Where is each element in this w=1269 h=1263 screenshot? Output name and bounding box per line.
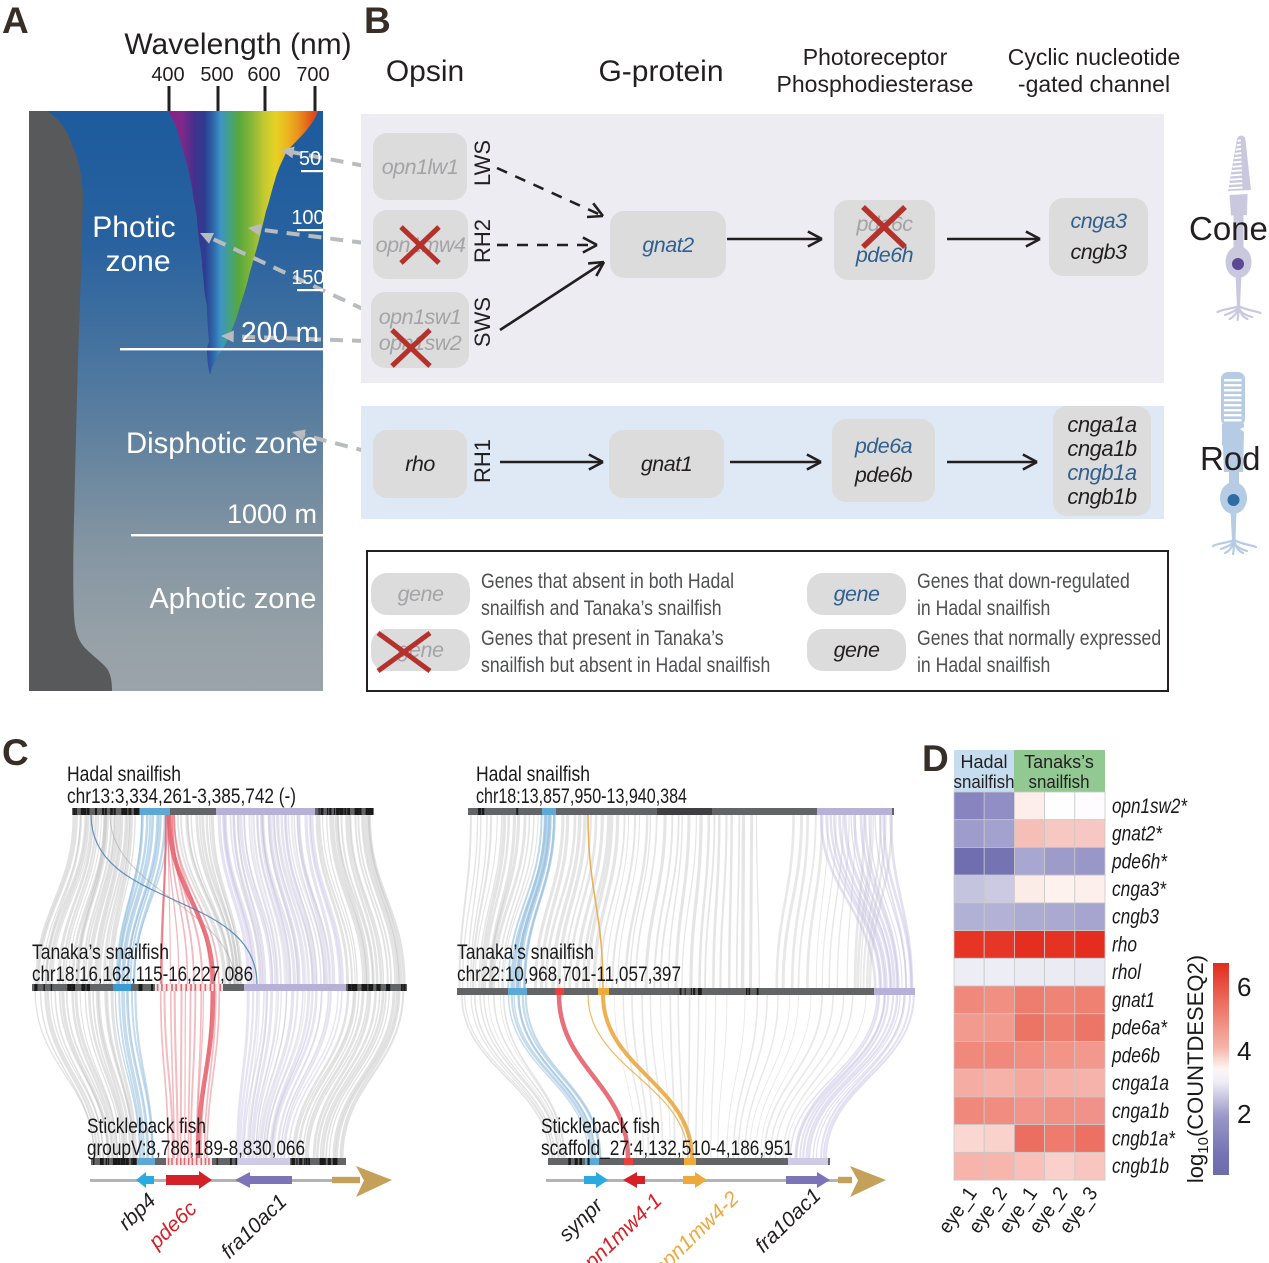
svg-text:cnga1a: cnga1a — [1112, 1072, 1169, 1095]
svg-text:snailfish: snailfish — [1029, 772, 1090, 792]
svg-text:Disphotic zone: Disphotic zone — [126, 427, 318, 460]
svg-text:snailfish: snailfish — [954, 772, 1015, 792]
svg-text:gnat1: gnat1 — [1112, 989, 1155, 1012]
svg-text:fra10ac1: fra10ac1 — [217, 1190, 292, 1263]
svg-text:chr18:13,857,950-13,940,384: chr18:13,857,950-13,940,384 — [476, 785, 687, 808]
svg-text:pde6a*: pde6a* — [1111, 1017, 1168, 1040]
svg-text:Stickleback fish: Stickleback fish — [87, 1115, 206, 1138]
svg-text:zone: zone — [105, 245, 170, 278]
svg-text:gnat2*: gnat2* — [1112, 823, 1163, 846]
svg-text:scaffold_27:4,132,510-4,186,95: scaffold_27:4,132,510-4,186,951 — [541, 1137, 793, 1160]
svg-text:400: 400 — [151, 64, 184, 86]
svg-text:chr22:10,968,701-11,057,397: chr22:10,968,701-11,057,397 — [457, 963, 681, 986]
svg-text:2: 2 — [1237, 1099, 1251, 1129]
svg-text:Tanaka’s snailfish: Tanaka’s snailfish — [32, 941, 169, 964]
svg-text:Photic: Photic — [92, 211, 175, 244]
svg-text:Hadal snailfish: Hadal snailfish — [67, 763, 181, 786]
svg-text:4: 4 — [1237, 1036, 1251, 1066]
svg-text:cngb1b: cngb1b — [1112, 1155, 1169, 1178]
svg-text:1000 m: 1000 m — [227, 499, 317, 529]
svg-text:SWS: SWS — [470, 297, 495, 347]
svg-text:50: 50 — [299, 148, 321, 170]
svg-text:200 m: 200 m — [241, 317, 319, 349]
svg-text:Tanaks’s: Tanaks’s — [1024, 752, 1094, 772]
svg-text:Tanaka’s snailfish: Tanaka’s snailfish — [457, 941, 594, 964]
svg-text:opn1mw4-2: opn1mw4-2 — [649, 1187, 744, 1263]
svg-text:cngb1a*: cngb1a* — [1112, 1128, 1176, 1151]
svg-text:700: 700 — [296, 64, 329, 86]
svg-text:600: 600 — [247, 64, 280, 86]
svg-text:chr18:16,162,115-16,227,086: chr18:16,162,115-16,227,086 — [32, 963, 253, 986]
svg-text:Hadal: Hadal — [960, 752, 1007, 772]
svg-text:Wavelength (nm): Wavelength (nm) — [124, 28, 351, 61]
svg-text:Aphotic zone: Aphotic zone — [150, 583, 317, 615]
svg-text:chr13:3,334,261-3,385,742 (-): chr13:3,334,261-3,385,742 (-) — [67, 785, 296, 808]
svg-text:groupV:8,786,189-8,830,066: groupV:8,786,189-8,830,066 — [87, 1137, 305, 1160]
svg-text:RH1: RH1 — [470, 439, 495, 483]
svg-text:cnga3*: cnga3* — [1112, 878, 1167, 901]
svg-text:cngb3: cngb3 — [1112, 906, 1159, 929]
svg-text:rhol: rhol — [1112, 961, 1142, 984]
svg-text:6: 6 — [1237, 972, 1251, 1002]
svg-text:cnga1b: cnga1b — [1112, 1100, 1169, 1123]
svg-text:fra10ac1: fra10ac1 — [751, 1184, 826, 1257]
svg-text:log10(COUNTDESEQ2): log10(COUNTDESEQ2) — [1183, 955, 1212, 1183]
svg-text:100: 100 — [291, 207, 324, 229]
svg-text:RH2: RH2 — [470, 219, 495, 263]
svg-text:Stickleback fish: Stickleback fish — [541, 1115, 660, 1138]
svg-text:rho: rho — [1112, 934, 1137, 957]
svg-text:pde6b: pde6b — [1111, 1044, 1160, 1067]
svg-text:LWS: LWS — [470, 140, 495, 186]
svg-text:pde6h*: pde6h* — [1111, 850, 1168, 873]
svg-text:opn1sw2*: opn1sw2* — [1112, 795, 1188, 818]
svg-text:Hadal snailfish: Hadal snailfish — [476, 763, 590, 786]
svg-text:500: 500 — [200, 64, 233, 86]
svg-text:150: 150 — [291, 267, 324, 289]
